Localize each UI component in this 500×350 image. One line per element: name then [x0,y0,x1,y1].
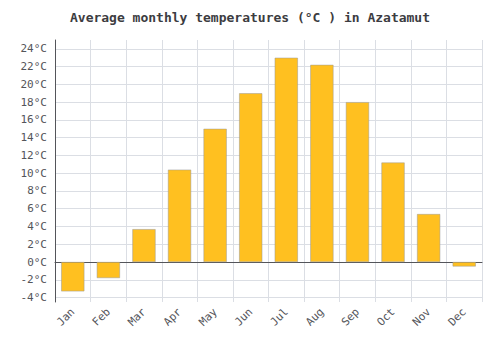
svg-text:Aug: Aug [303,305,326,328]
svg-text:Dec: Dec [446,305,469,328]
svg-text:May: May [196,305,219,328]
svg-text:Sep: Sep [339,305,362,328]
svg-text:14°C: 14°C [21,131,48,144]
svg-text:0°C: 0°C [27,256,47,269]
svg-text:Oct: Oct [374,305,397,328]
svg-text:Jun: Jun [232,305,255,328]
svg-text:Feb: Feb [90,305,113,328]
svg-text:24°C: 24°C [21,42,48,55]
svg-text:Mar: Mar [125,305,148,328]
svg-text:16°C: 16°C [21,113,48,126]
svg-text:18°C: 18°C [21,96,48,109]
svg-text:10°C: 10°C [21,167,48,180]
svg-text:12°C: 12°C [21,149,48,162]
svg-text:Nov: Nov [410,305,433,328]
svg-text:6°C: 6°C [27,202,47,215]
svg-text:20°C: 20°C [21,78,48,91]
svg-text:Average monthly temperatures (: Average monthly temperatures (°C ) in Az… [70,10,430,25]
svg-text:-4°C: -4°C [21,291,48,304]
svg-text:-2°C: -2°C [21,273,48,286]
svg-text:4°C: 4°C [27,220,47,233]
svg-text:Jul: Jul [268,305,291,328]
svg-text:22°C: 22°C [21,60,48,73]
svg-text:Apr: Apr [161,305,184,328]
svg-text:2°C: 2°C [27,238,47,251]
svg-text:Jan: Jan [54,305,77,328]
svg-text:8°C: 8°C [27,184,47,197]
